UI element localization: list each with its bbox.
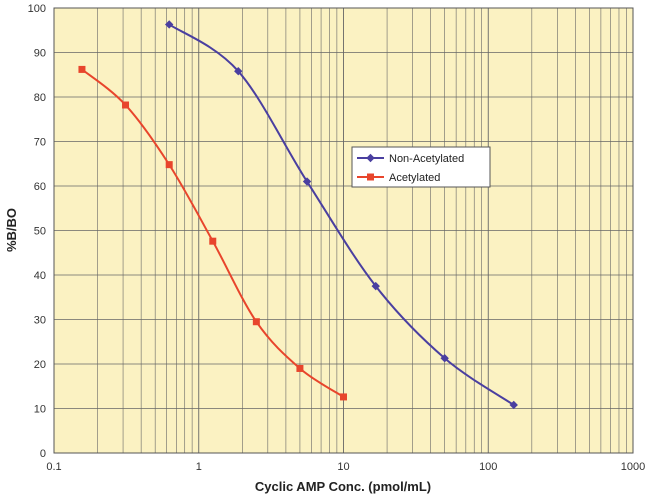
legend: Non-Acetylated Acetylated <box>351 146 491 188</box>
data-point-acetylated <box>78 65 86 73</box>
data-point-acetylated <box>296 364 304 372</box>
x-tick-label: 100 <box>479 461 497 473</box>
legend-entries: Non-Acetylated Acetylated <box>357 153 464 184</box>
legend-label: Acetylated <box>389 172 440 184</box>
legend-marker <box>367 173 374 181</box>
data-point-acetylated <box>209 237 217 245</box>
x-tick-label: 0.1 <box>46 461 61 473</box>
data-point-non-acetylated <box>165 20 174 29</box>
x-tick-labels: 0.1 1 10 100 1000 <box>46 461 645 473</box>
data-point-acetylated <box>252 318 260 326</box>
data-point-acetylated <box>122 101 130 109</box>
y-tick-label: 100 <box>28 3 46 15</box>
y-tick-label: 10 <box>34 404 46 416</box>
y-tick-label: 90 <box>34 48 46 60</box>
data-point-acetylated <box>165 161 173 169</box>
x-tick-label: 10 <box>337 461 349 473</box>
grid <box>54 8 633 453</box>
y-tick-label: 40 <box>34 270 46 282</box>
data-point-non-acetylated <box>509 400 518 410</box>
y-tick-label: 30 <box>34 315 46 327</box>
y-tick-label: 80 <box>34 92 46 104</box>
series-non-acetylated <box>165 20 518 410</box>
legend-item-non-acetylated: Non-Acetylated <box>357 153 464 165</box>
series-acetylated <box>78 65 347 401</box>
y-tick-label: 50 <box>34 226 46 238</box>
series-layer <box>78 20 518 410</box>
data-point-non-acetylated <box>234 66 243 76</box>
y-tick-labels: 0 10 20 30 40 50 60 70 80 90 100 <box>28 3 46 460</box>
x-tick-label: 1 <box>196 461 202 473</box>
y-axis-title: %B/BO <box>4 208 19 252</box>
legend-item-acetylated: Acetylated <box>357 172 440 184</box>
y-tick-label: 20 <box>34 359 46 371</box>
y-tick-label: 0 <box>40 448 46 460</box>
y-tick-label: 70 <box>34 137 46 149</box>
legend-label: Non-Acetylated <box>389 153 464 165</box>
data-point-non-acetylated <box>371 281 380 291</box>
legend-marker <box>366 153 375 163</box>
data-point-non-acetylated <box>440 354 449 363</box>
legend-box <box>351 146 491 188</box>
data-point-acetylated <box>340 393 347 401</box>
x-axis-title: Cyclic AMP Conc. (pmol/mL) <box>255 479 431 494</box>
plot-border <box>53 7 634 454</box>
data-point-non-acetylated <box>302 177 312 186</box>
x-tick-label: 1000 <box>621 461 645 473</box>
y-tick-label: 60 <box>34 181 46 193</box>
